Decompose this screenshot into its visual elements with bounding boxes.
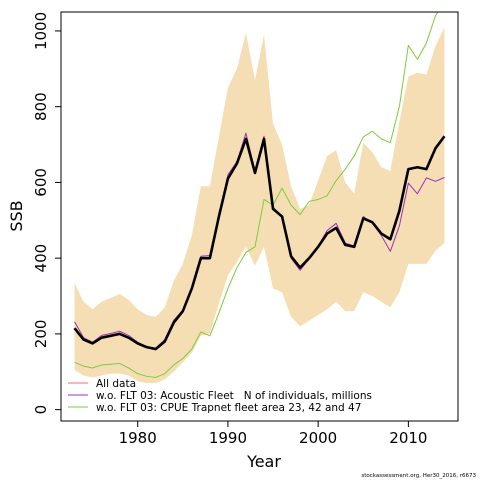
series-lines-layer bbox=[73, 12, 446, 378]
legend-label: w.o. FLT 03: Acoustic Fleet N of individ… bbox=[96, 390, 372, 402]
y-tick-label: 800 bbox=[32, 92, 50, 121]
y-axis-title: SSB bbox=[7, 200, 26, 231]
footer-credit: stockassessment.org, Her30_2016, r6673 bbox=[361, 473, 476, 479]
confidence-band bbox=[74, 27, 445, 384]
y-tick-label: 400 bbox=[32, 244, 50, 273]
y-tick-label: 600 bbox=[32, 168, 50, 197]
series-line-cpue-trapnet bbox=[74, 12, 439, 378]
x-tick-label: 2010 bbox=[389, 429, 427, 447]
y-tick-label: 1000 bbox=[32, 12, 50, 50]
x-tick-label: 1980 bbox=[119, 429, 157, 447]
x-axis-title: Year bbox=[246, 452, 281, 471]
legend-label: w.o. FLT 03: CPUE Trapnet fleet area 23,… bbox=[96, 402, 361, 414]
series-line-all-data bbox=[73, 135, 446, 351]
y-tick-label: 200 bbox=[32, 320, 50, 349]
legend-label: All data bbox=[96, 378, 136, 390]
y-tick-label: 0 bbox=[32, 405, 50, 415]
confidence-band-layer bbox=[74, 27, 445, 384]
x-axis: 1980 1990 2000 2010 bbox=[119, 420, 427, 447]
x-tick-label: 2000 bbox=[299, 429, 337, 447]
x-tick-label: 1990 bbox=[209, 429, 247, 447]
y-axis: 0 200 400 600 800 1000 bbox=[32, 12, 62, 415]
